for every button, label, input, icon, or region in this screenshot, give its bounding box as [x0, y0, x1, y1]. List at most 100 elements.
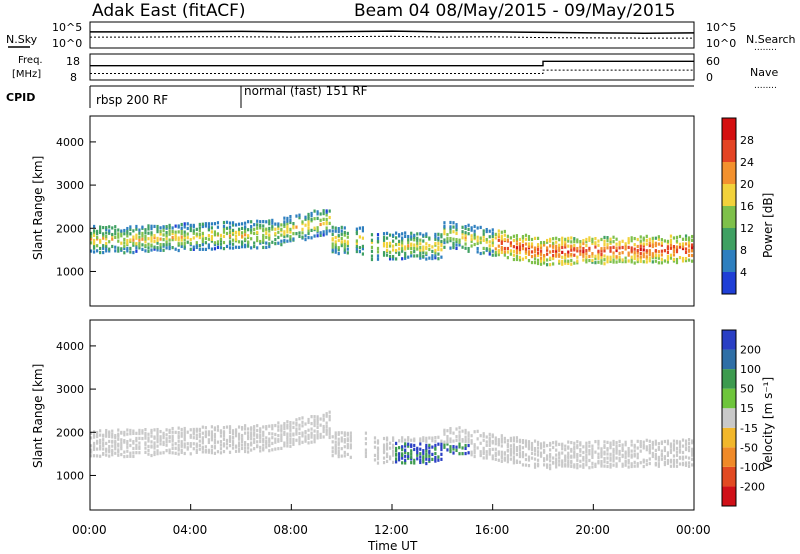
range-cell-v-166 — [159, 429, 162, 434]
range-cell-v-124 — [144, 450, 147, 455]
range-cell-p-1116 — [600, 255, 603, 260]
range-cell-v-22 — [99, 444, 102, 449]
range-cell-p-715 — [422, 251, 425, 255]
range-cell-v-687 — [410, 438, 413, 442]
range-cell-p-841 — [482, 238, 485, 243]
range-cell-p-942 — [527, 250, 531, 254]
range-cell-v-637 — [392, 460, 395, 464]
range-cell-v-370 — [250, 431, 253, 435]
range-cell-v-631 — [385, 438, 389, 442]
range-cell-v-519 — [316, 433, 319, 437]
range-cell-v-667 — [404, 454, 407, 458]
range-cell-p-999 — [552, 253, 555, 258]
range-cell-p-315 — [225, 226, 229, 230]
range-cell-v-681 — [410, 457, 413, 461]
range-cell-v-585 — [346, 452, 349, 457]
range-cell-p-1292 — [675, 260, 679, 265]
range-cell-v-554 — [331, 440, 334, 444]
range-cell-p-1263 — [660, 249, 663, 253]
range-cell-v-374 — [253, 440, 256, 444]
range-cell-p-313 — [225, 244, 229, 249]
range-cell-p-12 — [93, 229, 96, 233]
range-cell-v-20 — [99, 454, 102, 458]
range-cell-v-716 — [425, 454, 428, 458]
range-cell-p-819 — [470, 234, 473, 238]
range-cell-v-528 — [319, 423, 322, 427]
range-cell-v-1054 — [576, 444, 579, 448]
range-cell-v-771 — [449, 437, 452, 441]
range-cell-p-196 — [171, 229, 174, 234]
range-cell-p-643 — [392, 254, 395, 259]
range-cell-v-984 — [549, 459, 552, 463]
range-cell-v-392 — [259, 429, 262, 434]
range-cell-p-1004 — [552, 237, 555, 241]
range-cell-v-46 — [108, 439, 111, 444]
range-cell-p-1144 — [612, 260, 615, 264]
range-cell-p-272 — [204, 224, 207, 228]
range-cell-p-1261 — [660, 257, 663, 261]
range-cell-p-1009 — [555, 244, 558, 248]
range-cell-p-98 — [132, 238, 135, 242]
range-cell-p-923 — [518, 247, 522, 252]
range-cell-p-1083 — [585, 249, 588, 253]
range-cell-v-106 — [132, 431, 135, 436]
range-cell-v-443 — [283, 430, 286, 434]
range-cell-p-293 — [213, 222, 217, 226]
power-colorbar-swatch-3 — [722, 206, 736, 228]
range-cell-v-630 — [385, 442, 389, 446]
range-cell-v-671 — [404, 442, 407, 446]
x-tick-label-4: 16:00 — [475, 523, 510, 537]
range-cell-p-705 — [419, 256, 422, 260]
range-cell-v-79 — [120, 438, 123, 442]
freq-label-line2: [MHz] — [12, 69, 41, 80]
range-cell-p-556 — [334, 235, 337, 240]
range-cell-p-61 — [117, 246, 120, 250]
range-cell-v-909 — [512, 436, 515, 440]
range-cell-v-300 — [219, 434, 223, 438]
range-cell-v-367 — [250, 441, 253, 445]
range-cell-p-29 — [102, 244, 105, 248]
range-cell-p-619 — [376, 239, 380, 244]
range-cell-p-199 — [174, 237, 177, 241]
range-cell-p-1140 — [609, 246, 612, 250]
range-cell-p-1084 — [585, 243, 588, 248]
range-cell-v-373 — [253, 447, 256, 451]
range-cell-v-1183 — [633, 460, 636, 464]
range-cell-p-799 — [461, 236, 464, 240]
range-cell-v-604 — [364, 431, 368, 435]
range-cell-p-1149 — [612, 240, 615, 244]
range-cell-p-160 — [156, 224, 159, 229]
range-cell-v-195 — [174, 446, 177, 450]
range-cell-p-744 — [434, 237, 437, 241]
range-cell-v-501 — [307, 420, 310, 424]
range-cell-p-284 — [210, 235, 213, 239]
range-cell-v-158 — [156, 433, 159, 438]
range-cell-v-88 — [126, 454, 129, 458]
range-cell-p-821 — [470, 226, 473, 230]
range-cell-v-1084 — [591, 461, 594, 465]
range-cell-p-659 — [398, 239, 401, 244]
range-cell-p-79 — [126, 249, 129, 253]
range-cell-p-904 — [509, 236, 512, 240]
range-cell-v-1247 — [663, 455, 666, 459]
x-tick-label-5: 20:00 — [575, 523, 610, 537]
range-cell-v-120 — [138, 428, 141, 433]
range-cell-p-953 — [530, 237, 534, 242]
range-cell-p-1223 — [645, 255, 648, 259]
x-tick-label-1: 04:00 — [173, 523, 208, 537]
range-cell-v-250 — [198, 435, 201, 439]
range-cell-v-785 — [458, 452, 461, 456]
range-cell-v-792 — [458, 426, 461, 430]
range-cell-p-438 — [280, 233, 283, 237]
range-cell-v-1295 — [684, 463, 688, 467]
range-cell-p-697 — [413, 233, 416, 237]
range-cell-v-53 — [111, 444, 114, 448]
range-cell-v-611 — [376, 457, 380, 461]
range-cell-v-318 — [228, 437, 232, 441]
range-cell-v-309 — [222, 430, 226, 434]
range-cell-v-73 — [117, 432, 120, 436]
range-cell-p-589 — [355, 249, 358, 254]
range-cell-p-1230 — [648, 256, 651, 260]
range-cell-p-1220 — [642, 236, 645, 240]
range-cell-p-11 — [93, 230, 96, 235]
